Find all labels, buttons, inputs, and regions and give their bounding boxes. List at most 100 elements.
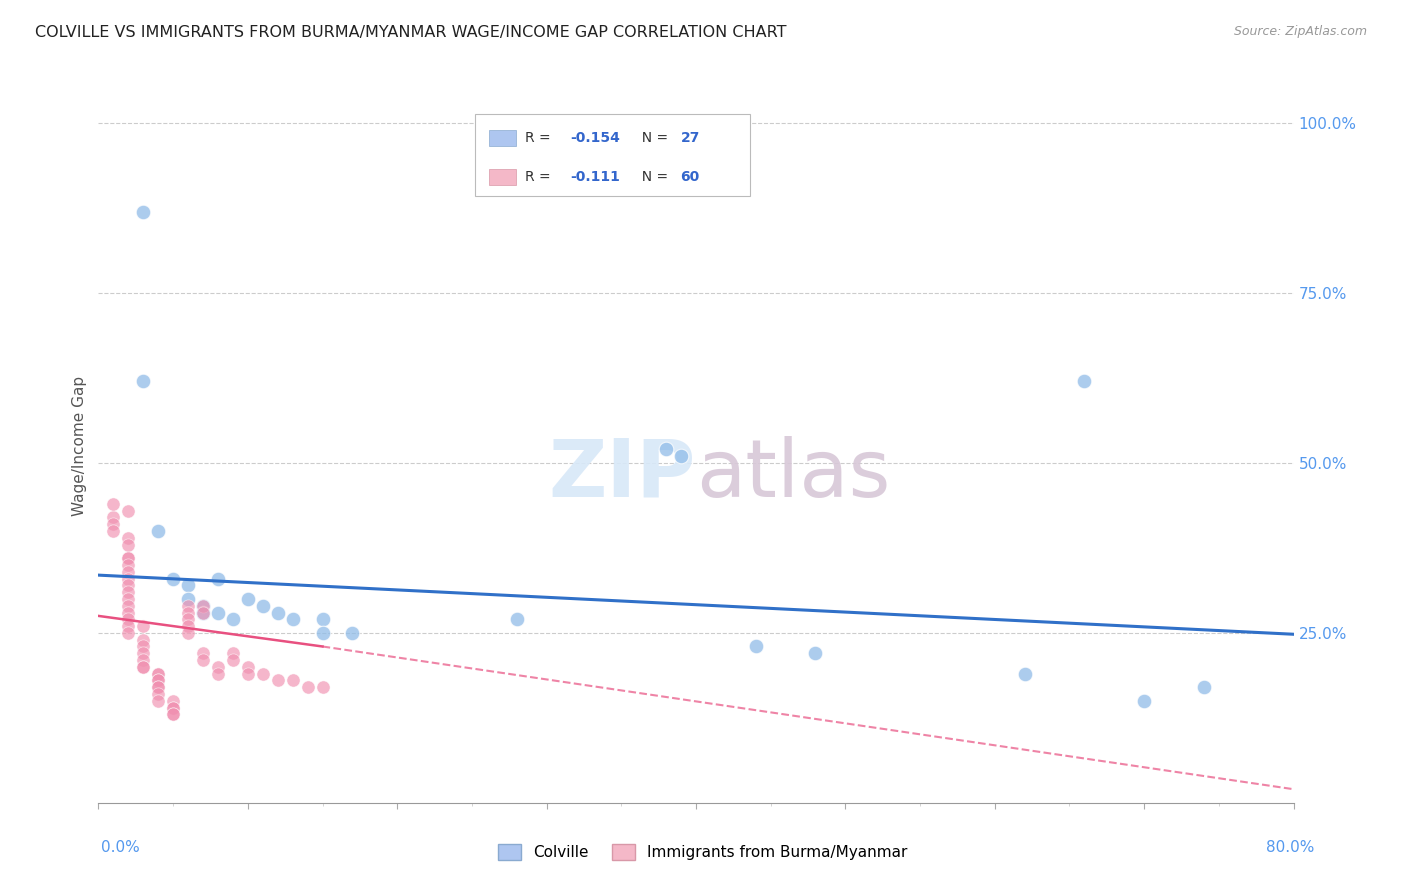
Point (117, 619, 139, 633)
Point (655, 442, 678, 457)
Point (148, 666, 170, 681)
Point (132, 646, 155, 660)
Point (191, 599, 214, 613)
Point (148, 680, 170, 694)
Point (162, 572, 184, 586)
Point (148, 687, 170, 701)
Point (117, 572, 139, 586)
Point (117, 578, 139, 592)
Point (506, 612, 529, 626)
Point (1014, 666, 1036, 681)
Point (236, 660, 259, 674)
Point (311, 612, 333, 626)
Point (117, 537, 139, 551)
Text: R =: R = (524, 131, 555, 145)
Point (342, 626, 364, 640)
Point (236, 591, 259, 606)
FancyBboxPatch shape (475, 114, 749, 196)
Point (281, 673, 304, 688)
Point (117, 503, 139, 517)
Point (162, 707, 184, 722)
Point (103, 497, 125, 511)
Point (1192, 680, 1215, 694)
Text: R =: R = (524, 170, 555, 184)
Text: ZIP: ZIP (548, 435, 696, 514)
Text: 80.0%: 80.0% (1267, 840, 1315, 855)
Text: 60: 60 (681, 170, 700, 184)
Point (191, 606, 214, 620)
Point (207, 660, 229, 674)
Point (117, 551, 139, 566)
Point (117, 626, 139, 640)
Point (222, 612, 245, 626)
Point (236, 666, 259, 681)
Point (252, 599, 274, 613)
Point (162, 700, 184, 714)
Point (311, 680, 333, 694)
Text: N =: N = (633, 131, 672, 145)
Point (132, 660, 155, 674)
Point (117, 585, 139, 599)
Point (191, 646, 214, 660)
Point (148, 666, 170, 681)
Text: -0.111: -0.111 (571, 170, 620, 184)
Point (207, 606, 229, 620)
Point (745, 640, 768, 654)
Point (207, 572, 229, 586)
Point (177, 606, 200, 620)
Point (311, 626, 333, 640)
Point (162, 700, 184, 714)
Point (177, 619, 200, 633)
Point (162, 694, 184, 708)
Point (132, 640, 155, 654)
Point (132, 653, 155, 667)
Point (148, 673, 170, 688)
Text: COLVILLE VS IMMIGRANTS FROM BURMA/MYANMAR WAGE/INCOME GAP CORRELATION CHART: COLVILLE VS IMMIGRANTS FROM BURMA/MYANMA… (35, 25, 786, 40)
Point (117, 612, 139, 626)
Bar (489, 130, 516, 145)
Point (117, 591, 139, 606)
Point (103, 510, 125, 524)
Point (281, 612, 304, 626)
Point (191, 599, 214, 613)
Text: 27: 27 (681, 131, 700, 145)
Text: Source: ZipAtlas.com: Source: ZipAtlas.com (1233, 25, 1367, 38)
Point (191, 653, 214, 667)
Legend: Colville, Immigrants from Burma/Myanmar: Colville, Immigrants from Burma/Myanmar (492, 838, 914, 866)
Text: N =: N = (633, 170, 672, 184)
Point (117, 606, 139, 620)
Point (148, 680, 170, 694)
Point (117, 531, 139, 545)
Point (103, 517, 125, 532)
Point (132, 375, 155, 389)
Point (1133, 694, 1156, 708)
Bar (489, 169, 516, 185)
Point (162, 707, 184, 722)
Point (117, 558, 139, 572)
Point (222, 653, 245, 667)
Point (117, 599, 139, 613)
Point (267, 673, 290, 688)
Point (132, 660, 155, 674)
Point (222, 646, 245, 660)
Point (804, 646, 827, 660)
Point (252, 666, 274, 681)
Y-axis label: Wage/Income Gap: Wage/Income Gap (72, 376, 87, 516)
Text: -0.154: -0.154 (571, 131, 620, 145)
Point (1073, 375, 1095, 389)
Point (177, 599, 200, 613)
Point (267, 606, 290, 620)
Point (669, 449, 692, 463)
Text: atlas: atlas (696, 435, 890, 514)
Point (132, 619, 155, 633)
Point (177, 591, 200, 606)
Point (148, 694, 170, 708)
Point (132, 632, 155, 647)
Point (148, 673, 170, 688)
Point (148, 524, 170, 538)
Point (117, 551, 139, 566)
Point (177, 578, 200, 592)
Point (103, 524, 125, 538)
Point (177, 612, 200, 626)
Point (177, 626, 200, 640)
